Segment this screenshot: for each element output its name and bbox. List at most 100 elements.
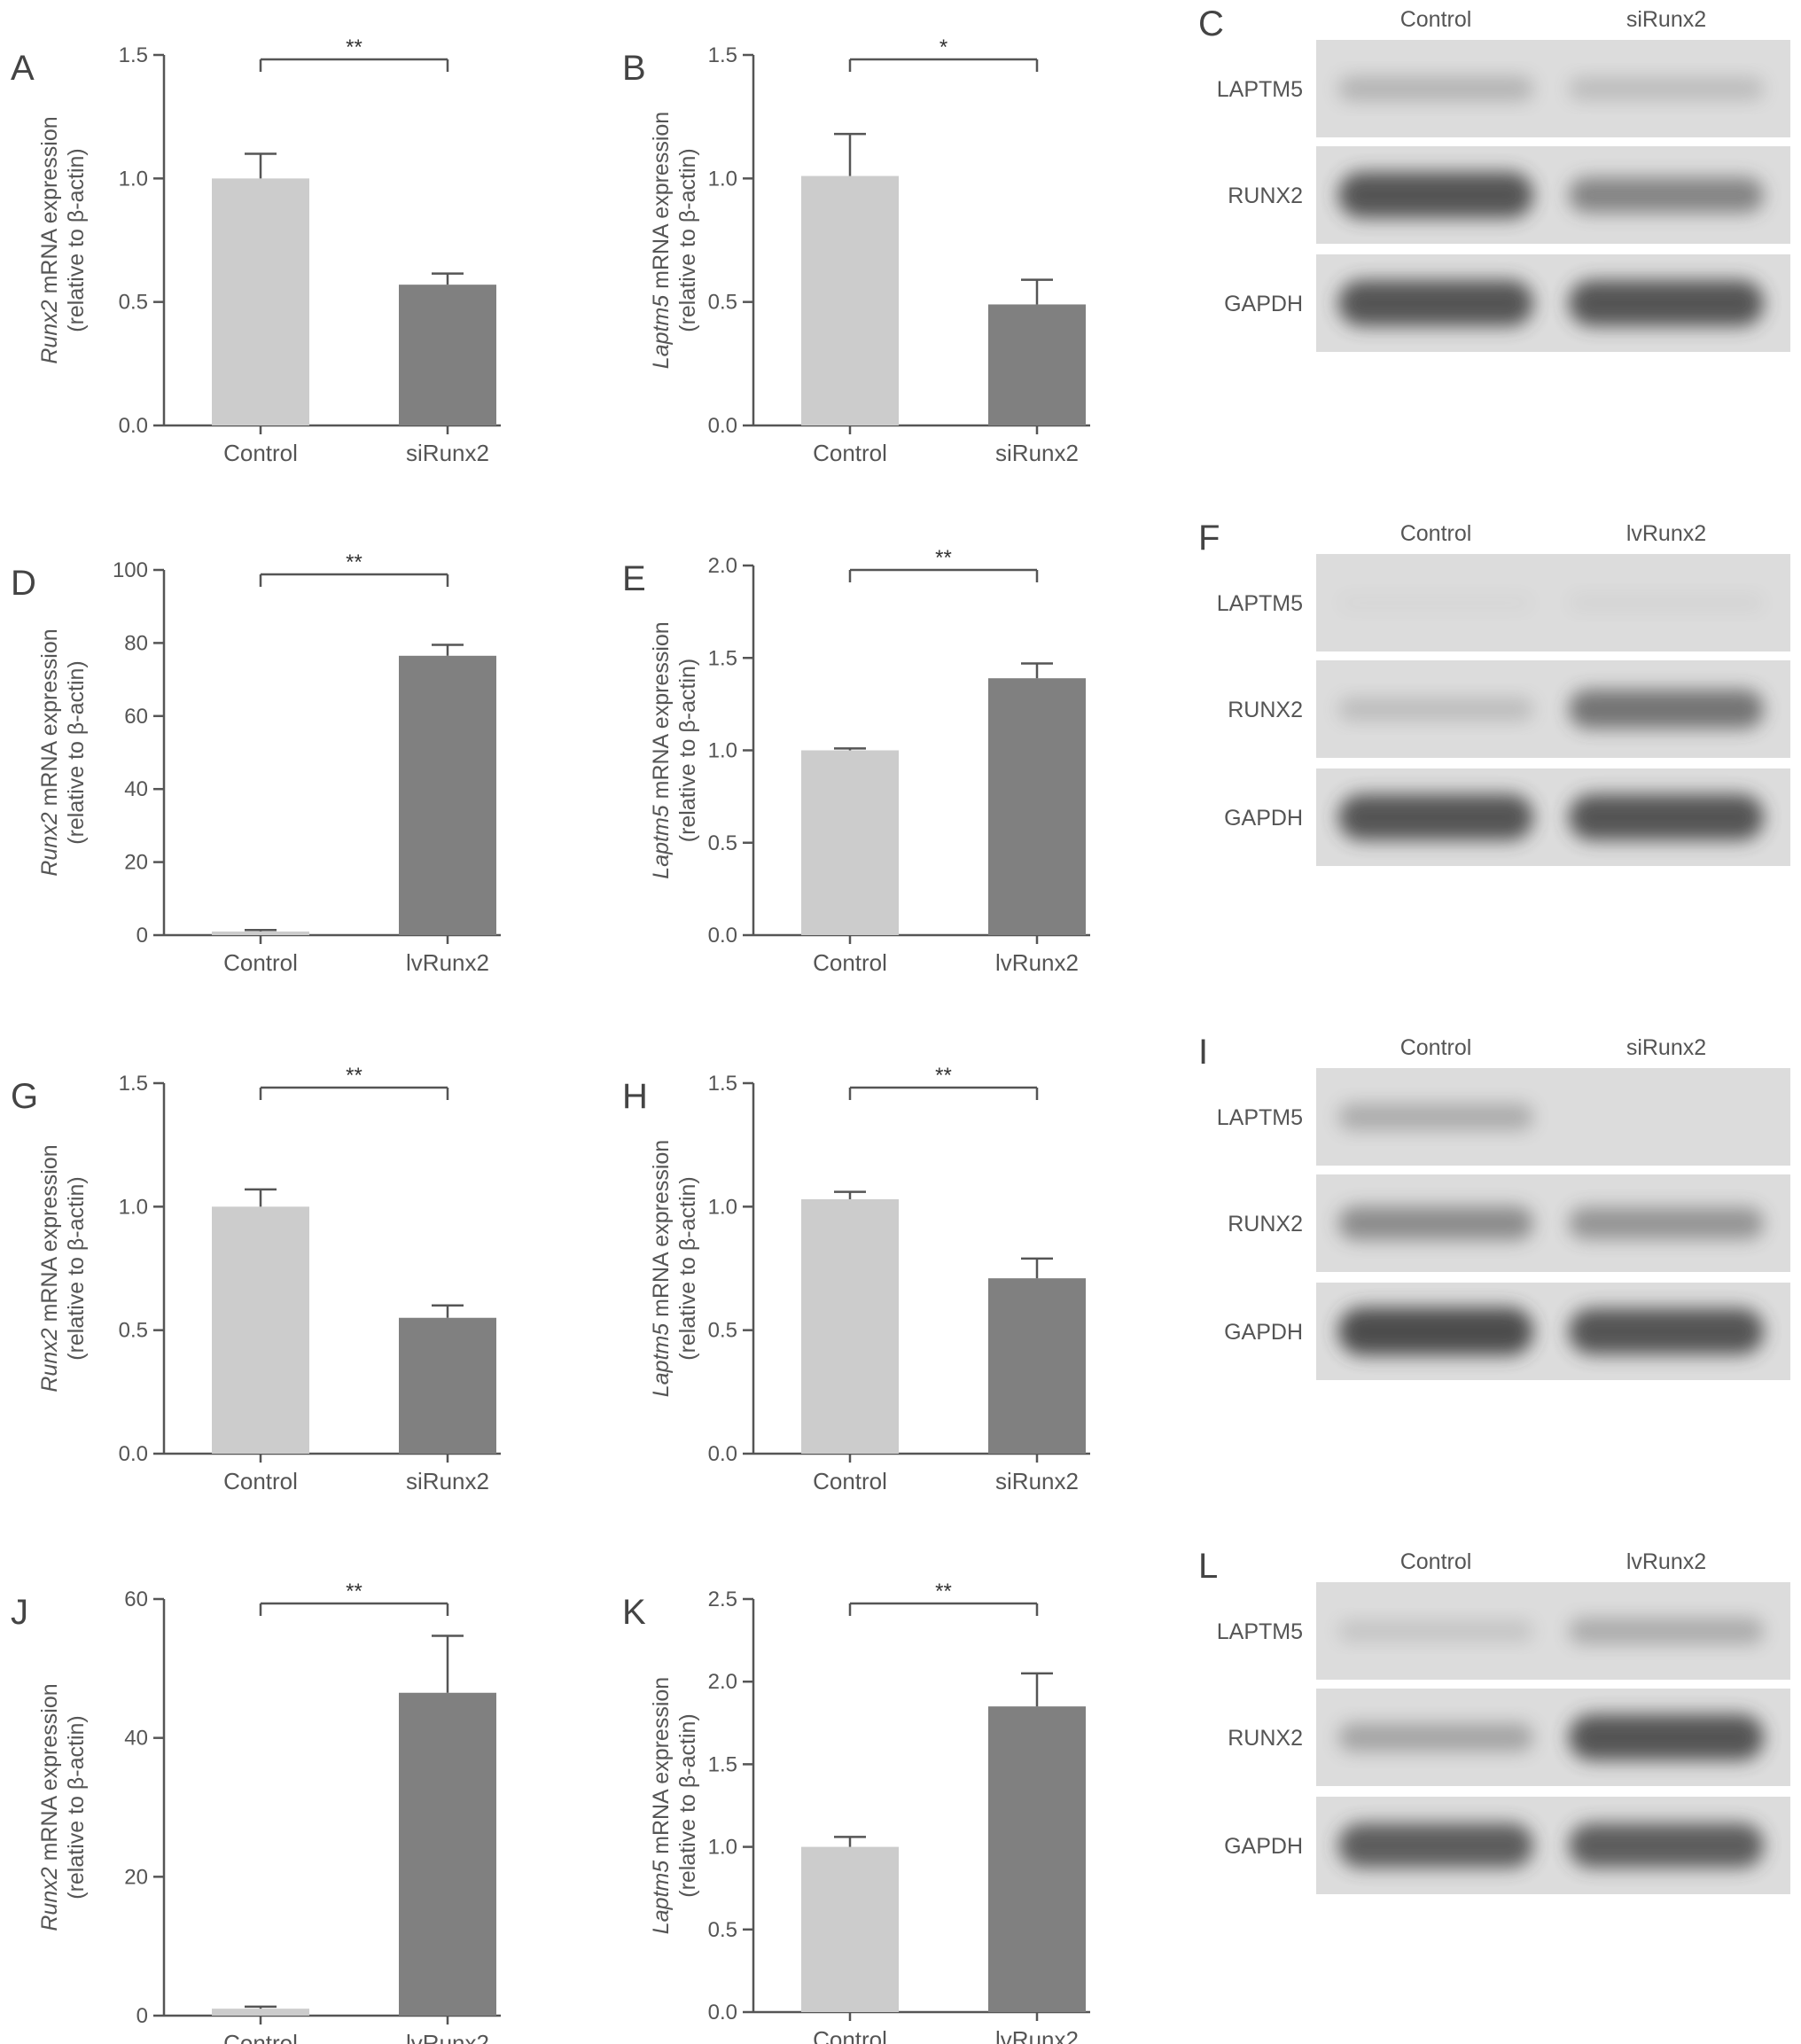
y-tick-label: 2.5	[708, 1588, 737, 1611]
significance-marker: **	[935, 1580, 952, 1603]
y-tick-label: 100	[113, 558, 148, 582]
y-axis-label-text: mRNA expression	[37, 116, 62, 300]
x-tick-label: Control	[813, 2026, 887, 2044]
blot-panel-I: I Control siRunx2 LAPTM5 RUNX2 GAPDH	[1198, 1033, 1790, 1380]
panel-letter: J	[11, 1593, 28, 1632]
band-label: GAPDH	[1224, 806, 1303, 831]
lane-label: siRunx2	[1626, 1035, 1706, 1060]
significance-marker: **	[935, 546, 952, 570]
y-tick-label: 80	[124, 631, 148, 655]
band-label: RUNX2	[1228, 698, 1303, 722]
y-axis-label-line2: (relative to β-actin)	[675, 1713, 700, 1898]
blot-panel-L: L Control lvRunx2 LAPTM5 RUNX2 GAPDH	[1198, 1547, 1790, 1894]
band-label: RUNX2	[1228, 183, 1303, 208]
y-tick-label: 40	[124, 1727, 148, 1751]
panel-letter: D	[11, 564, 36, 603]
y-tick-label: 40	[124, 777, 148, 801]
panel-letter: I	[1198, 1033, 1208, 1072]
blot-band	[1338, 280, 1533, 326]
y-tick-label: 1.5	[708, 43, 737, 67]
blot-band	[1569, 280, 1764, 326]
x-tick-label: Control	[223, 440, 298, 466]
blot-band	[1569, 594, 1764, 612]
x-tick-label: Control	[223, 1468, 298, 1494]
blot-band	[1569, 794, 1764, 840]
blot-band	[1569, 1823, 1764, 1868]
band-label: GAPDH	[1224, 1320, 1303, 1345]
y-tick-label: 0.0	[708, 1442, 737, 1466]
y-tick-label: 0.5	[708, 1918, 737, 1942]
lane-label: siRunx2	[1626, 7, 1706, 32]
y-tick-label: 2.0	[708, 1670, 737, 1694]
blot-band	[1569, 1618, 1764, 1644]
bar-control	[801, 176, 899, 425]
bar-control	[212, 1206, 309, 1454]
x-tick-label: lvRunx2	[406, 2030, 489, 2044]
y-tick-label: 60	[124, 705, 148, 729]
panel-letter: L	[1198, 1547, 1218, 1586]
panel-letter: H	[622, 1077, 648, 1116]
y-tick-label: 1.5	[708, 1072, 737, 1096]
blot-band	[1569, 690, 1764, 729]
significance-marker: *	[939, 35, 947, 59]
bar-control	[801, 1198, 899, 1454]
bar-sirunx2	[399, 1317, 496, 1454]
lane-label: Control	[1400, 1035, 1472, 1060]
blot-panel-F: F Control lvRunx2 LAPTM5 RUNX2 GAPDH	[1198, 519, 1790, 866]
band-label: LAPTM5	[1217, 1619, 1303, 1644]
y-tick-label: 1.5	[119, 1072, 148, 1096]
x-tick-label: siRunx2	[406, 1468, 489, 1494]
y-tick-label: 1.0	[708, 167, 737, 191]
y-axis-label-text: mRNA expression	[37, 1144, 62, 1328]
x-tick-label: Control	[813, 1468, 887, 1494]
band-label: LAPTM5	[1217, 591, 1303, 616]
y-tick-label: 1.0	[708, 1195, 737, 1219]
lane-label: Control	[1400, 1549, 1472, 1574]
row-4: J Runx2 mRNA expression (relative to β-act…	[0, 1542, 1801, 2044]
blot-band	[1338, 794, 1533, 840]
lane-label: lvRunx2	[1626, 521, 1706, 546]
band-label: GAPDH	[1224, 1834, 1303, 1859]
y-axis-label-line2: (relative to β-actin)	[64, 660, 89, 845]
bar-lvrunx2	[988, 678, 1086, 935]
x-tick-label: siRunx2	[995, 440, 1079, 466]
y-axis-label: Laptm5 mRNA expression	[649, 1140, 674, 1397]
chart-panel-A: A Runx2 mRNA expression (relative to β-act…	[11, 35, 501, 466]
y-axis-label-text: mRNA expression	[37, 1683, 62, 1867]
y-axis-label-gene: Laptm5	[649, 1323, 674, 1397]
bar-control	[212, 2009, 309, 2016]
bar-lvrunx2	[399, 1692, 496, 2016]
x-tick-label: lvRunx2	[995, 949, 1079, 976]
y-tick-label: 1.0	[708, 1836, 737, 1860]
y-axis-label: Runx2 mRNA expression	[37, 628, 62, 876]
x-tick-label: siRunx2	[406, 440, 489, 466]
y-axis-label-gene: Runx2	[37, 812, 62, 876]
bar-control	[212, 931, 309, 935]
bar-sirunx2	[988, 1278, 1086, 1454]
blot-band	[1338, 1206, 1533, 1240]
bar-control	[212, 178, 309, 426]
y-axis-label-line2: (relative to β-actin)	[64, 1715, 89, 1900]
y-tick-label: 1.5	[119, 43, 148, 67]
y-axis-label: Runx2 mRNA expression	[37, 1683, 62, 1931]
x-tick-label: lvRunx2	[406, 949, 489, 976]
blot-band	[1338, 172, 1533, 218]
y-axis-label: Runx2 mRNA expression	[37, 1144, 62, 1392]
panel-letter: G	[11, 1077, 38, 1116]
y-tick-label: 1.5	[708, 1752, 737, 1776]
y-tick-label: 2.0	[708, 554, 737, 578]
chart-panel-G: G Runx2 mRNA expression (relative to β-act…	[11, 1064, 501, 1494]
blot-band	[1338, 698, 1533, 721]
y-axis-label: Runx2 mRNA expression	[37, 116, 62, 363]
x-tick-label: Control	[223, 2030, 298, 2044]
panel-letter: F	[1198, 519, 1220, 558]
blot-band	[1338, 1723, 1533, 1751]
band-label: GAPDH	[1224, 292, 1303, 316]
lane-label: Control	[1400, 7, 1472, 32]
blot-band	[1338, 1823, 1533, 1868]
bar-lvrunx2	[399, 655, 496, 935]
